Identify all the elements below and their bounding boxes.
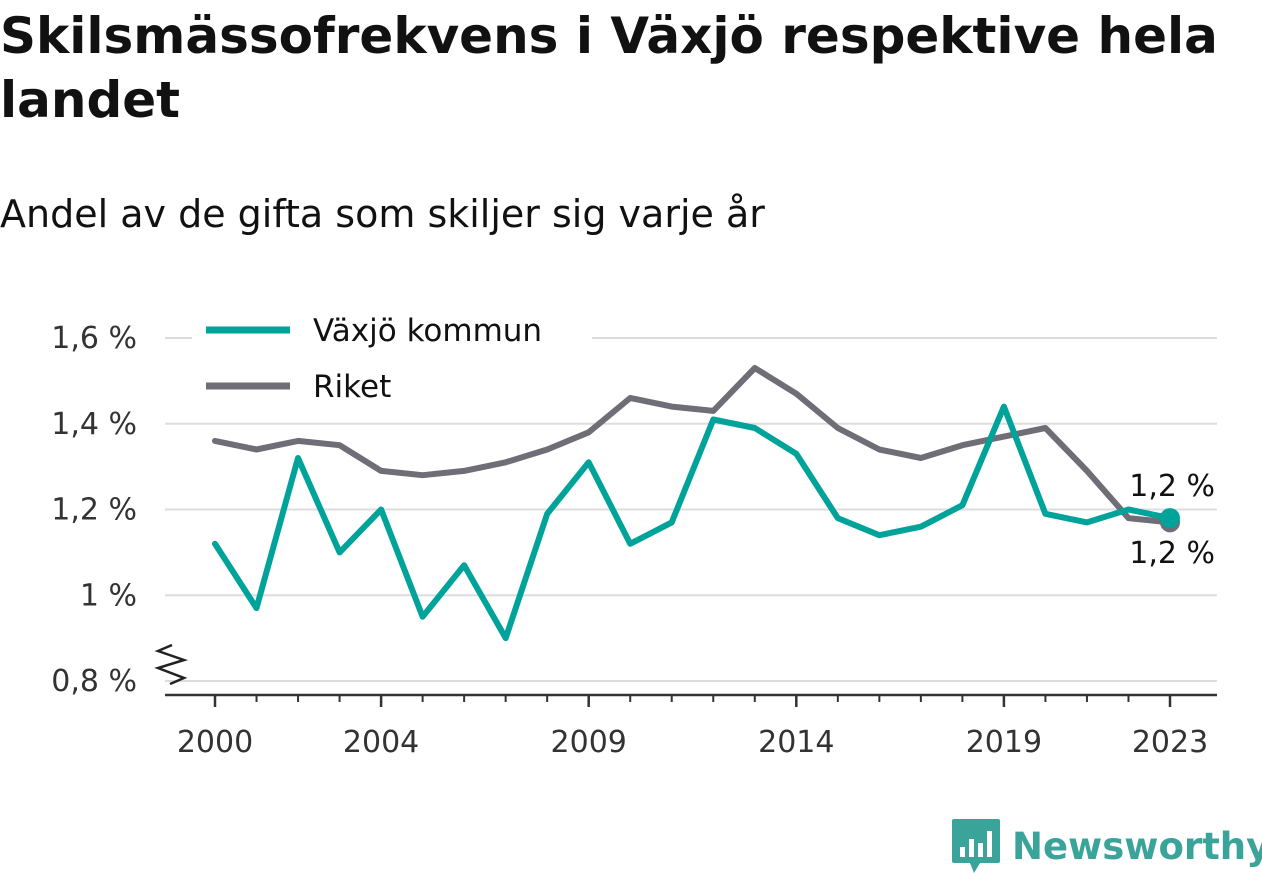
x-tick-label: 2009 — [551, 725, 627, 760]
legend: Växjö kommun Riket — [192, 307, 592, 417]
riket-line — [212, 365, 1173, 526]
y-tick-label: 1 % — [80, 578, 137, 613]
legend-label: Riket — [313, 369, 391, 405]
y-tick-label: 1,6 % — [51, 321, 137, 356]
x-axis: 2000 2004 2009 2014 2019 2023 — [165, 693, 1217, 760]
legend-background — [192, 307, 592, 417]
vaxjo-end-label: 1,2 % — [1129, 469, 1215, 504]
series-lines — [212, 365, 1180, 642]
bar-chart-speech-bubble-icon — [952, 819, 1000, 873]
line-chart: 0,8 % 1 % 1,2 % 1,4 % 1,6 % 2000 2004 2009 2014… — [51, 307, 1217, 760]
x-tick-label: 2019 — [966, 725, 1042, 760]
x-tick-label: 2000 — [177, 725, 253, 760]
riket-end-label: 1,2 % — [1129, 536, 1215, 571]
vaxjo-end-point — [1160, 508, 1180, 529]
vaxjo-line — [212, 403, 1173, 642]
axis-break-mark — [154, 643, 189, 686]
logo-text: Newsworthy — [1012, 824, 1262, 868]
y-axis-ticks: 0,8 % 1 % 1,2 % 1,4 % 1,6 % — [51, 321, 189, 699]
x-tick-label: 2014 — [758, 725, 834, 760]
y-tick-label: 1,2 % — [51, 493, 137, 528]
newsworthy-logo: Newsworthy — [950, 818, 1262, 874]
y-tick-label: 1,4 % — [51, 407, 137, 442]
y-tick-label: 0,8 % — [51, 664, 137, 699]
chart-subtitle: Andel av de gifta som skiljer sig varje … — [0, 192, 765, 236]
end-labels: 1,2 % 1,2 % — [1129, 469, 1215, 571]
legend-label: Växjö kommun — [313, 313, 542, 349]
x-tick-label: 2023 — [1132, 725, 1208, 760]
chart-title: Skilsmässofrekvens i Växjö respektive he… — [0, 7, 1218, 129]
x-tick-label: 2004 — [343, 725, 419, 760]
